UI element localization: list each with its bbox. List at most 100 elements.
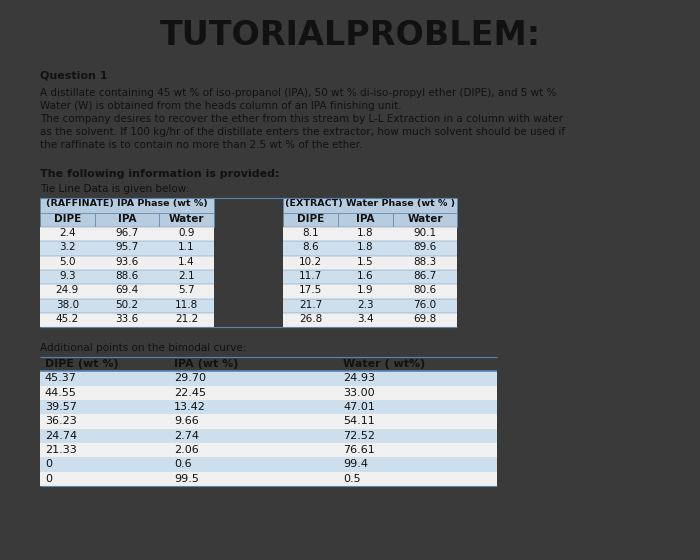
Text: 2.74: 2.74 <box>174 431 199 441</box>
Text: 90.1: 90.1 <box>414 228 437 238</box>
Text: 39.57: 39.57 <box>45 402 77 412</box>
Bar <box>40 429 497 443</box>
Text: 0: 0 <box>45 474 52 484</box>
Bar <box>338 213 393 227</box>
Text: Additional points on the bimodal curve:: Additional points on the bimodal curve: <box>40 343 246 353</box>
Text: 2.06: 2.06 <box>174 445 199 455</box>
Text: Question 1: Question 1 <box>40 71 107 81</box>
Bar <box>40 227 214 241</box>
Text: 26.8: 26.8 <box>299 314 323 324</box>
Text: The company desires to recover the ether from this stream by L-L Extraction in a: The company desires to recover the ether… <box>40 114 563 124</box>
Text: 9.66: 9.66 <box>174 417 199 426</box>
Text: 13.42: 13.42 <box>174 402 206 412</box>
Text: 11.8: 11.8 <box>175 300 198 310</box>
Text: 54.11: 54.11 <box>343 417 374 426</box>
Text: 0.5: 0.5 <box>343 474 360 484</box>
Bar <box>40 414 497 429</box>
Text: Tie Line Data is given below:: Tie Line Data is given below: <box>40 184 189 194</box>
Bar <box>159 213 214 227</box>
Text: 99.4: 99.4 <box>343 459 368 469</box>
Text: 96.7: 96.7 <box>116 228 139 238</box>
Bar <box>40 270 214 284</box>
Text: 88.6: 88.6 <box>116 271 139 281</box>
Text: (EXTRACT) Water Phase (wt % ): (EXTRACT) Water Phase (wt % ) <box>286 199 456 208</box>
Text: 95.7: 95.7 <box>116 242 139 252</box>
Text: 8.1: 8.1 <box>302 228 319 238</box>
Text: 5.7: 5.7 <box>178 285 195 295</box>
Bar <box>40 241 214 255</box>
Text: 17.5: 17.5 <box>299 285 323 295</box>
Bar <box>40 298 214 313</box>
Text: (RAFFINATE) IPA Phase (wt %): (RAFFINATE) IPA Phase (wt %) <box>46 199 208 208</box>
Text: Water ( wt%): Water ( wt%) <box>343 359 426 369</box>
Text: 9.3: 9.3 <box>59 271 76 281</box>
Text: 45.37: 45.37 <box>45 374 77 384</box>
Text: 2.1: 2.1 <box>178 271 195 281</box>
Text: 86.7: 86.7 <box>414 271 437 281</box>
Text: 3.4: 3.4 <box>357 314 374 324</box>
Text: 76.61: 76.61 <box>343 445 374 455</box>
Text: A distillate containing 45 wt % of iso-propanol (IPA), 50 wt % di-iso-propyl eth: A distillate containing 45 wt % of iso-p… <box>40 88 556 99</box>
Text: 1.8: 1.8 <box>357 242 374 252</box>
Bar <box>40 472 497 486</box>
Text: 80.6: 80.6 <box>414 285 437 295</box>
Text: 44.55: 44.55 <box>45 388 77 398</box>
Text: IPA: IPA <box>356 213 374 223</box>
Text: DIPE: DIPE <box>297 213 324 223</box>
Text: 22.45: 22.45 <box>174 388 206 398</box>
Text: 2.3: 2.3 <box>357 300 374 310</box>
Bar <box>284 313 457 328</box>
Bar <box>40 284 214 298</box>
Text: as the solvent. If 100 kg/hr of the distillate enters the extractor, how much so: as the solvent. If 100 kg/hr of the dist… <box>40 127 565 137</box>
Text: 21.33: 21.33 <box>45 445 76 455</box>
Bar <box>40 213 94 227</box>
Text: 33.6: 33.6 <box>116 314 139 324</box>
Text: 99.5: 99.5 <box>174 474 199 484</box>
Text: Water (W) is obtained from the heads column of an IPA finishing unit.: Water (W) is obtained from the heads col… <box>40 101 402 111</box>
Text: 69.8: 69.8 <box>414 314 437 324</box>
Text: IPA (wt %): IPA (wt %) <box>174 359 239 369</box>
Text: 50.2: 50.2 <box>116 300 139 310</box>
Bar <box>284 298 457 313</box>
Text: 38.0: 38.0 <box>56 300 79 310</box>
Text: 3.2: 3.2 <box>59 242 76 252</box>
Text: 33.00: 33.00 <box>343 388 374 398</box>
Bar <box>40 443 497 458</box>
Text: 88.3: 88.3 <box>414 256 437 267</box>
Bar <box>94 213 159 227</box>
Bar <box>284 255 457 270</box>
Bar <box>284 284 457 298</box>
Text: 1.8: 1.8 <box>357 228 374 238</box>
Text: DIPE (wt %): DIPE (wt %) <box>45 359 118 369</box>
Bar <box>393 213 457 227</box>
Text: The following information is provided:: The following information is provided: <box>40 169 279 179</box>
Text: 29.70: 29.70 <box>174 374 206 384</box>
Text: 10.2: 10.2 <box>299 256 322 267</box>
Text: DIPE: DIPE <box>54 213 81 223</box>
Text: 36.23: 36.23 <box>45 417 76 426</box>
Text: Water: Water <box>407 213 443 223</box>
Bar <box>40 198 214 213</box>
Text: 89.6: 89.6 <box>414 242 437 252</box>
Bar <box>284 198 457 213</box>
Bar <box>40 255 214 270</box>
Text: 47.01: 47.01 <box>343 402 375 412</box>
Text: 11.7: 11.7 <box>299 271 323 281</box>
Text: 69.4: 69.4 <box>116 285 139 295</box>
Text: 0.9: 0.9 <box>178 228 195 238</box>
Bar <box>284 227 457 241</box>
Text: TUTORIALPROBLEM:: TUTORIALPROBLEM: <box>160 19 540 52</box>
Bar <box>40 458 497 472</box>
Text: the raffinate is to contain no more than 2.5 wt % of the ether.: the raffinate is to contain no more than… <box>40 140 363 150</box>
Text: 1.4: 1.4 <box>178 256 195 267</box>
Text: 21.2: 21.2 <box>175 314 198 324</box>
Text: 21.7: 21.7 <box>299 300 323 310</box>
Text: 24.9: 24.9 <box>55 285 79 295</box>
Bar <box>40 400 497 414</box>
Text: IPA: IPA <box>118 213 136 223</box>
Text: 24.93: 24.93 <box>343 374 375 384</box>
Bar <box>40 371 497 386</box>
Text: 72.52: 72.52 <box>343 431 375 441</box>
Text: 76.0: 76.0 <box>414 300 437 310</box>
Text: 1.1: 1.1 <box>178 242 195 252</box>
